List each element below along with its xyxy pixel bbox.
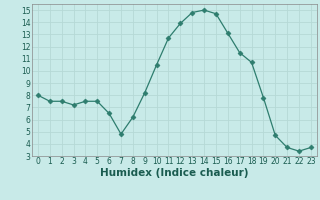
X-axis label: Humidex (Indice chaleur): Humidex (Indice chaleur): [100, 168, 249, 178]
